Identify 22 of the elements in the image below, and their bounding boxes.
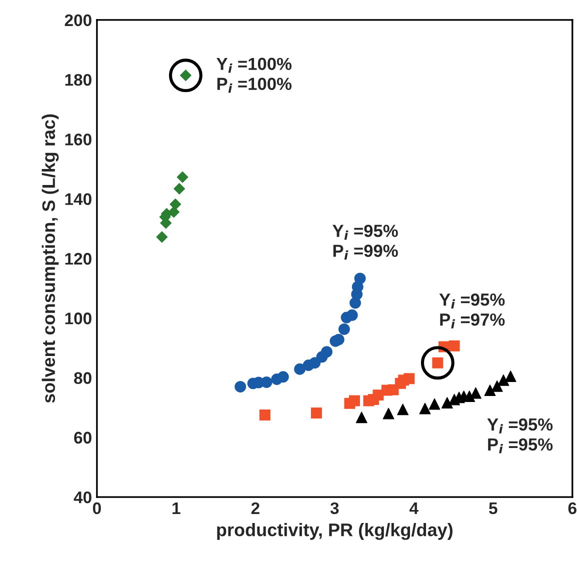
y-tick-label: 120 bbox=[65, 252, 92, 265]
x-tick-label: 2 bbox=[251, 502, 260, 514]
y-tick-label: 160 bbox=[65, 134, 92, 146]
x-tick-label: 4 bbox=[410, 502, 418, 514]
annotation: Y$_{i}$ =100% P$_{i}$ =100% bbox=[216, 58, 292, 93]
y-tick-label: 60 bbox=[74, 432, 92, 444]
annotation: Y$_{i}$ =95% P$_{i}$ =95% bbox=[487, 418, 553, 454]
y-tick-label: 100 bbox=[65, 312, 92, 324]
annotation: Y$_{i}$ =95% P$_{i}$ =97% bbox=[439, 293, 505, 328]
x-tick-label: 0 bbox=[92, 502, 101, 514]
y-tick-label: 80 bbox=[74, 372, 92, 384]
y-tick-label: 200 bbox=[64, 14, 92, 26]
annotation: Y$_{i}$ =95% P$_{i}$ =99% bbox=[332, 224, 398, 260]
y-axis-title: solvent consumption, S (L/kg rac) bbox=[42, 114, 59, 403]
x-tick-label: 1 bbox=[172, 502, 180, 514]
x-tick-label: 3 bbox=[330, 502, 339, 514]
x-tick-label: 6 bbox=[568, 502, 576, 514]
y-tick-label: 40 bbox=[74, 491, 92, 504]
x-axis-title: productivity, PR (kg/kg/day) bbox=[217, 522, 452, 540]
y-tick-label: 140 bbox=[65, 193, 92, 206]
y-tick-label: 180 bbox=[65, 74, 92, 86]
x-tick-label: 5 bbox=[489, 502, 498, 514]
